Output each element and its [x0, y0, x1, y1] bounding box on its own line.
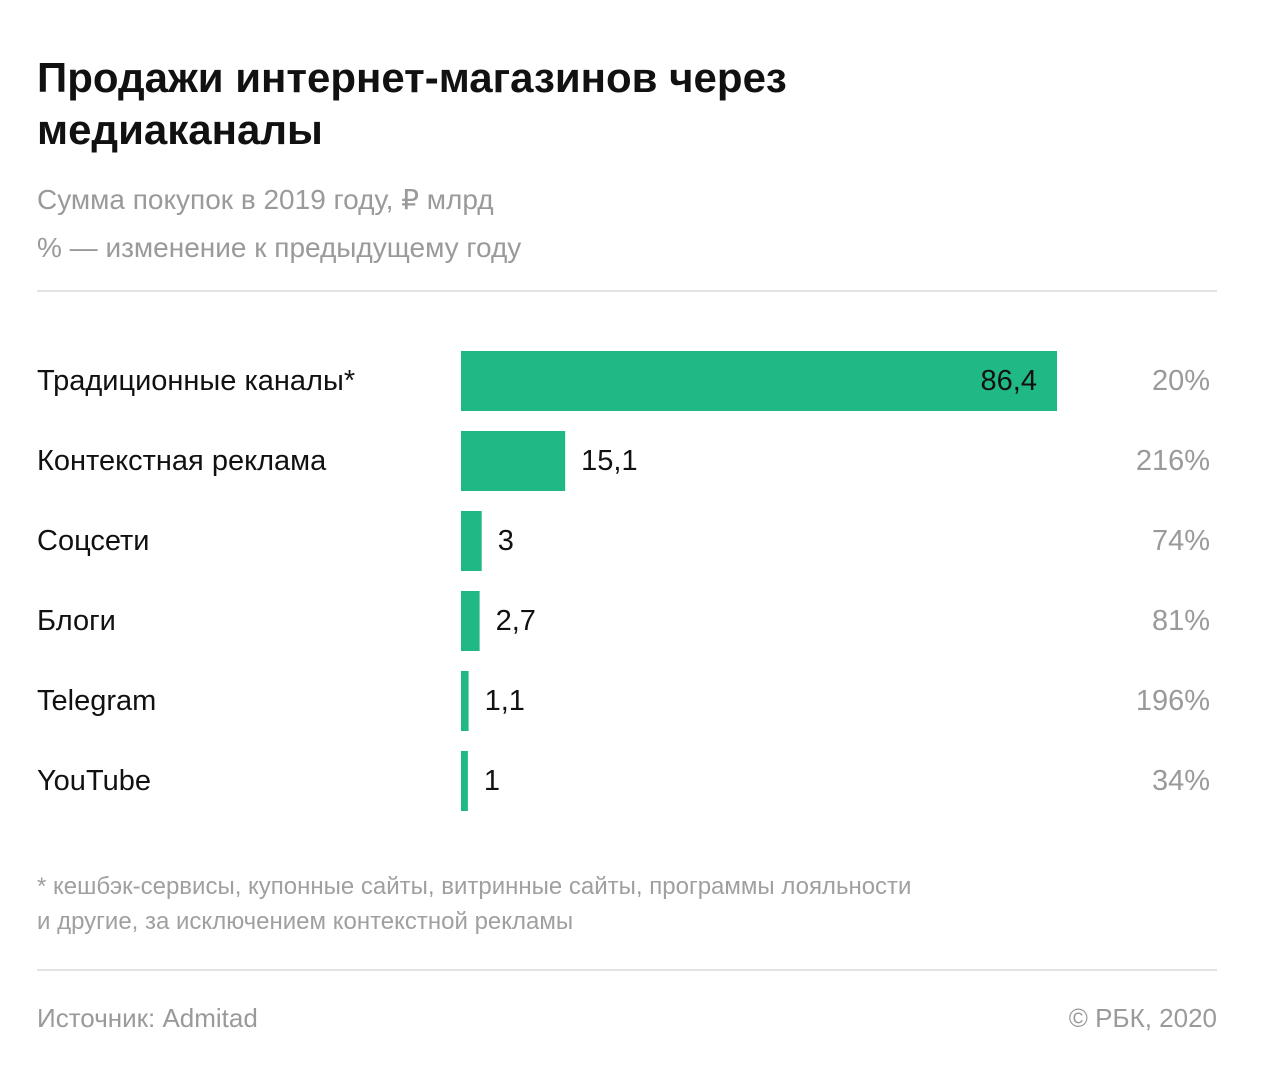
value-label: 2,7	[496, 605, 536, 637]
chart-title: Продажи интернет-магазинов через медиака…	[37, 54, 787, 153]
bar	[461, 751, 468, 811]
change-label: 216%	[1136, 445, 1210, 477]
change-label: 20%	[1152, 365, 1210, 397]
category-label: Традиционные каналы*	[37, 365, 355, 397]
source-label: Источник: Admitad	[37, 1003, 258, 1033]
change-label: 34%	[1152, 765, 1210, 797]
bar	[461, 671, 469, 731]
category-label: Telegram	[37, 685, 156, 717]
value-label: 3	[498, 525, 514, 557]
change-label: 74%	[1152, 525, 1210, 557]
bottom-divider	[37, 969, 1217, 971]
bar	[461, 591, 480, 651]
category-label: Блоги	[37, 605, 116, 637]
footnote-line-1: * кешбэк-сервисы, купонные сайты, витрин…	[37, 873, 912, 900]
value-label: 1	[484, 765, 500, 797]
copyright-label: © РБК, 2020	[1068, 1003, 1217, 1033]
top-divider	[37, 290, 1217, 292]
chart-subtitle-change: % — изменение к предыдущему году	[37, 232, 522, 263]
chart-subtitle-units: Сумма покупок в 2019 году, ₽ млрд	[37, 184, 494, 215]
bar	[461, 511, 482, 571]
category-label: Соцсети	[37, 525, 150, 557]
bar	[461, 431, 566, 491]
value-label: 15,1	[581, 445, 637, 477]
footnote-line-2: и другие, за исключением контекстной рек…	[37, 908, 574, 935]
category-label: Контекстная реклама	[37, 445, 327, 477]
change-label: 81%	[1152, 605, 1210, 637]
value-label: 1,1	[485, 685, 525, 717]
category-label: YouTube	[37, 765, 151, 797]
value-label: 86,4	[981, 365, 1037, 397]
bar	[461, 351, 1057, 411]
change-label: 196%	[1136, 685, 1210, 717]
